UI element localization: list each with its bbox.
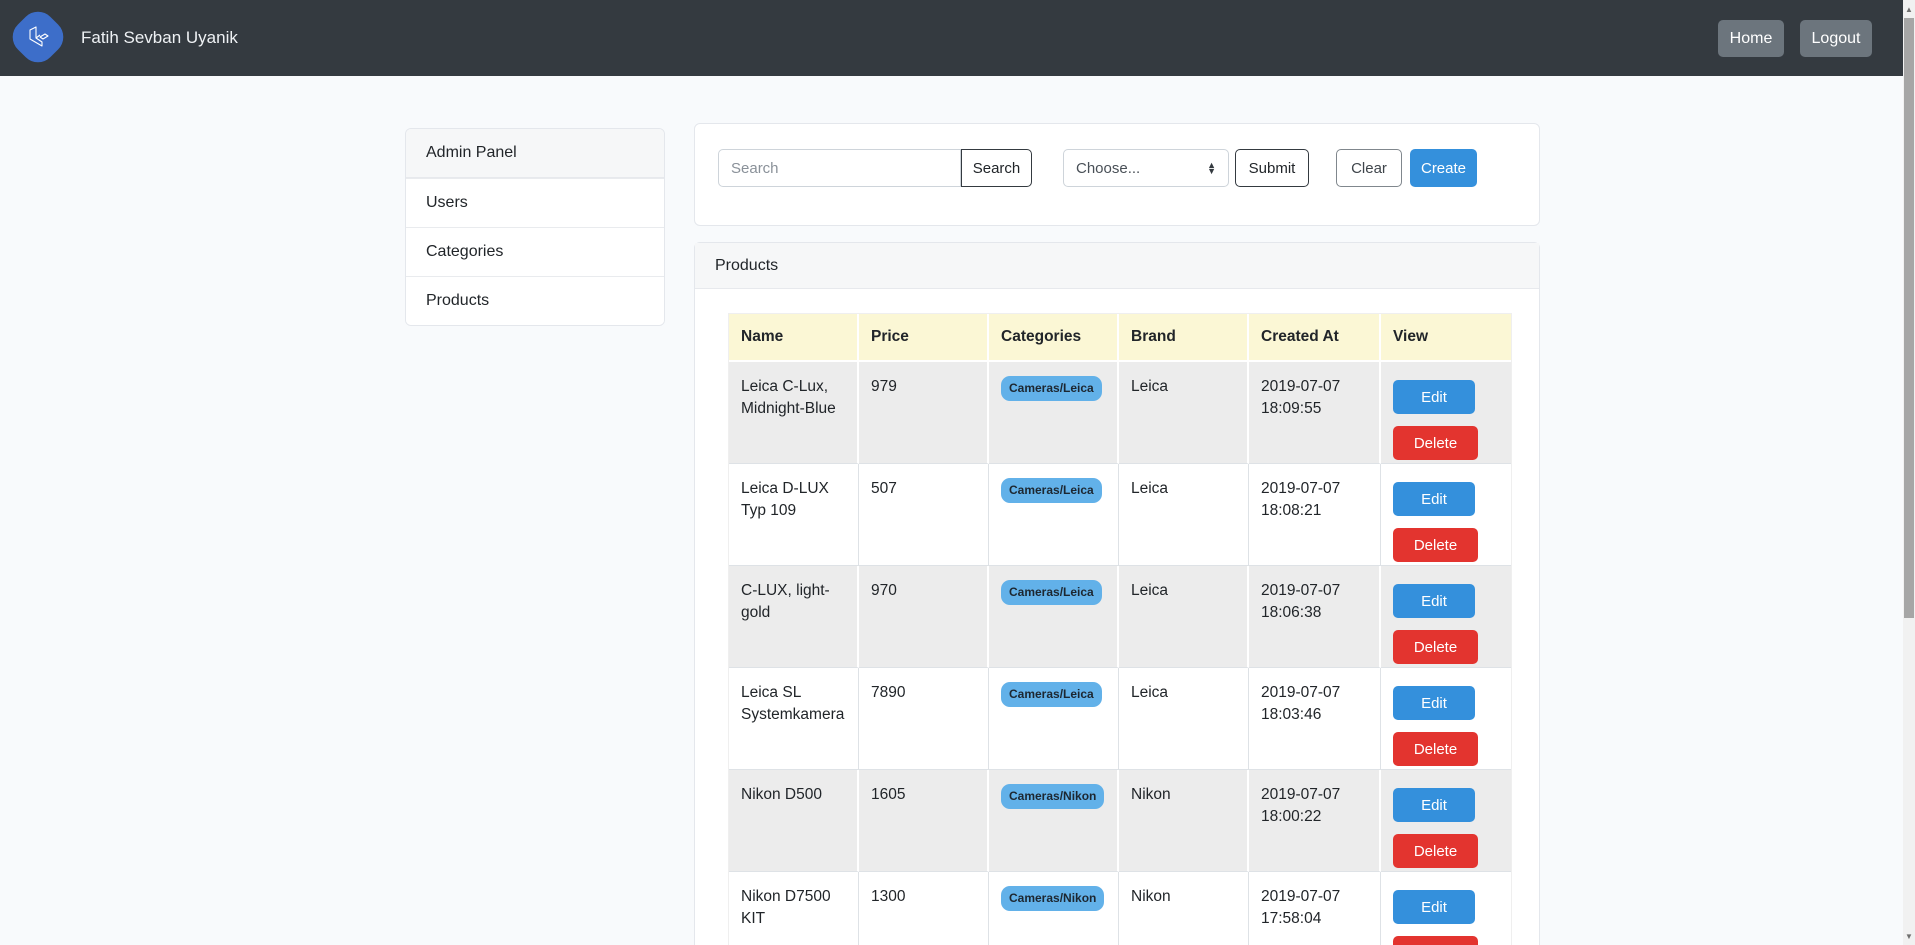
- table-row: Nikon D500 1605 Cameras/Nikon Nikon 2019…: [729, 770, 1511, 872]
- product-price-cell: 507: [859, 464, 989, 566]
- delete-button[interactable]: Delete: [1393, 732, 1478, 766]
- product-actions-cell: Edit Delete: [1381, 770, 1511, 872]
- product-category-cell: Cameras/Leica: [989, 464, 1119, 566]
- product-created-at-cell: 2019-07-07 18:08:21: [1249, 464, 1381, 566]
- sidebar-header: Admin Panel: [406, 129, 664, 178]
- product-created-at-cell: 2019-07-07 18:06:38: [1249, 566, 1381, 668]
- product-brand-cell: Leica: [1119, 464, 1249, 566]
- submit-button[interactable]: Submit: [1235, 149, 1309, 187]
- column-header-name: Name: [729, 314, 859, 362]
- clear-button[interactable]: Clear: [1336, 149, 1402, 187]
- product-actions-cell: Edit Delete: [1381, 566, 1511, 668]
- delete-button[interactable]: Delete: [1393, 834, 1478, 868]
- category-badge: Cameras/Leica: [1001, 682, 1102, 708]
- product-price-cell: 7890: [859, 668, 989, 770]
- search-button[interactable]: Search: [961, 149, 1032, 187]
- products-table: Name Price Categories Brand Created At V…: [728, 313, 1512, 945]
- product-name-cell: Nikon D500: [729, 770, 859, 872]
- sidebar-item-categories[interactable]: Categories: [406, 227, 664, 276]
- product-category-cell: Cameras/Leica: [989, 566, 1119, 668]
- edit-button[interactable]: Edit: [1393, 482, 1475, 516]
- brand-name: Fatih Sevban Uyanik: [81, 28, 238, 47]
- home-button[interactable]: Home: [1718, 20, 1784, 57]
- product-actions-cell: Edit Delete: [1381, 668, 1511, 770]
- scrollbar-down-arrow-icon[interactable]: ▼: [1905, 931, 1913, 941]
- scrollbar-thumb[interactable]: [1904, 18, 1914, 618]
- category-badge: Cameras/Nikon: [1001, 886, 1105, 912]
- product-brand-cell: Nikon: [1119, 872, 1249, 945]
- admin-sidebar: Admin Panel Users Categories Products: [405, 128, 665, 326]
- product-name-cell: Leica C-Lux, Midnight-Blue: [729, 362, 859, 464]
- product-brand-cell: Leica: [1119, 668, 1249, 770]
- table-row: C-LUX, light-gold 970 Cameras/Leica Leic…: [729, 566, 1511, 668]
- filter-toolbar: Search Choose... ▲▼ Submit Clear Create: [694, 123, 1540, 226]
- product-name-cell: Leica D-LUX Typ 109: [729, 464, 859, 566]
- product-category-cell: Cameras/Leica: [989, 668, 1119, 770]
- product-category-cell: Cameras/Leica: [989, 362, 1119, 464]
- product-brand-cell: Leica: [1119, 566, 1249, 668]
- delete-button[interactable]: Delete: [1393, 528, 1478, 562]
- create-button[interactable]: Create: [1410, 149, 1477, 187]
- navbar: Fatih Sevban Uyanik Home Logout: [0, 0, 1903, 76]
- category-select-value: Choose...: [1076, 159, 1141, 177]
- product-actions-cell: Edit Delete: [1381, 464, 1511, 566]
- product-name-cell: C-LUX, light-gold: [729, 566, 859, 668]
- column-header-view: View: [1381, 314, 1511, 362]
- sidebar-item-products[interactable]: Products: [406, 276, 664, 325]
- search-input[interactable]: [718, 149, 961, 187]
- product-price-cell: 1300: [859, 872, 989, 945]
- select-arrows-icon: ▲ ▼: [1207, 160, 1216, 176]
- product-actions-cell: Edit Delete: [1381, 872, 1511, 945]
- edit-button[interactable]: Edit: [1393, 890, 1475, 924]
- product-name-cell: Leica SL Systemkamera: [729, 668, 859, 770]
- scrollbar-up-arrow-icon[interactable]: ▲: [1905, 4, 1913, 14]
- product-price-cell: 979: [859, 362, 989, 464]
- edit-button[interactable]: Edit: [1393, 788, 1475, 822]
- table-row: Leica SL Systemkamera 7890 Cameras/Leica…: [729, 668, 1511, 770]
- column-header-brand: Brand: [1119, 314, 1249, 362]
- category-badge: Cameras/Leica: [1001, 478, 1102, 504]
- column-header-categories: Categories: [989, 314, 1119, 362]
- delete-button[interactable]: Delete: [1393, 936, 1478, 945]
- products-card: Products Name Price Categories Brand Cre…: [694, 242, 1540, 945]
- category-badge: Cameras/Leica: [1001, 580, 1102, 606]
- product-brand-cell: Nikon: [1119, 770, 1249, 872]
- product-price-cell: 1605: [859, 770, 989, 872]
- product-brand-cell: Leica: [1119, 362, 1249, 464]
- column-header-price: Price: [859, 314, 989, 362]
- product-created-at-cell: 2019-07-07 18:03:46: [1249, 668, 1381, 770]
- column-header-created-at: Created At: [1249, 314, 1381, 362]
- table-row: Nikon D7500 KIT 1300 Cameras/Nikon Nikon…: [729, 872, 1511, 945]
- category-badge: Cameras/Nikon: [1001, 784, 1105, 810]
- product-created-at-cell: 2019-07-07 17:58:04: [1249, 872, 1381, 945]
- sidebar-item-users[interactable]: Users: [406, 178, 664, 227]
- product-category-cell: Cameras/Nikon: [989, 872, 1119, 945]
- table-header-row: Name Price Categories Brand Created At V…: [729, 314, 1511, 362]
- table-row: Leica D-LUX Typ 109 507 Cameras/Leica Le…: [729, 464, 1511, 566]
- vertical-scrollbar[interactable]: ▲ ▼: [1903, 0, 1915, 945]
- edit-button[interactable]: Edit: [1393, 584, 1475, 618]
- product-actions-cell: Edit Delete: [1381, 362, 1511, 464]
- product-name-cell: Nikon D7500 KIT: [729, 872, 859, 945]
- product-created-at-cell: 2019-07-07 18:09:55: [1249, 362, 1381, 464]
- logout-button[interactable]: Logout: [1800, 20, 1872, 57]
- edit-button[interactable]: Edit: [1393, 380, 1475, 414]
- products-table-wrap: Name Price Categories Brand Created At V…: [695, 289, 1539, 945]
- table-row: Leica C-Lux, Midnight-Blue 979 Cameras/L…: [729, 362, 1511, 464]
- category-select[interactable]: Choose... ▲ ▼: [1063, 149, 1229, 187]
- product-created-at-cell: 2019-07-07 18:00:22: [1249, 770, 1381, 872]
- delete-button[interactable]: Delete: [1393, 426, 1478, 460]
- edit-button[interactable]: Edit: [1393, 686, 1475, 720]
- product-category-cell: Cameras/Nikon: [989, 770, 1119, 872]
- product-price-cell: 970: [859, 566, 989, 668]
- laravel-logo-icon: [5, 4, 71, 70]
- products-card-title: Products: [695, 243, 1539, 289]
- category-badge: Cameras/Leica: [1001, 376, 1102, 402]
- delete-button[interactable]: Delete: [1393, 630, 1478, 664]
